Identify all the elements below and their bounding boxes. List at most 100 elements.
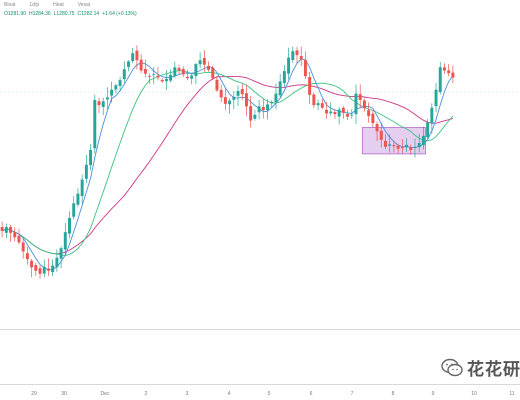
candle-body xyxy=(59,248,63,259)
candle-body xyxy=(371,113,375,124)
candle-body xyxy=(421,135,425,146)
candle-body xyxy=(434,89,438,107)
watermark: 花花研 xyxy=(441,355,520,380)
x-tick-label: 8 xyxy=(392,391,395,397)
x-tick-label: 6 xyxy=(310,391,313,397)
candle-body xyxy=(244,93,248,107)
candle-body xyxy=(34,265,38,271)
candle-body xyxy=(110,89,114,96)
candle-body xyxy=(312,94,316,106)
watermark-text: 花花研 xyxy=(467,360,520,380)
candle-body xyxy=(232,96,236,100)
candle-body xyxy=(261,106,265,111)
candle-body xyxy=(152,74,156,76)
candle-body xyxy=(367,110,371,117)
candle-body xyxy=(190,75,194,79)
candle-body xyxy=(320,103,324,108)
candle-body xyxy=(295,50,299,56)
candle-body xyxy=(211,67,215,79)
pane-divider xyxy=(0,329,520,330)
candle-body xyxy=(451,72,455,78)
x-tick-label: 10 xyxy=(471,391,477,397)
x-tick-label: 9 xyxy=(432,391,435,397)
candle-body xyxy=(164,78,168,82)
x-tick-label: 5 xyxy=(268,391,271,397)
candle-body xyxy=(202,57,206,65)
candle-body xyxy=(325,109,328,114)
candle-body xyxy=(181,68,185,75)
toolbar-item-2[interactable]: Heat xyxy=(53,1,64,8)
candle-body xyxy=(375,124,379,132)
x-tick-label: 4 xyxy=(228,391,231,397)
x-tick-label: Dec xyxy=(101,391,110,397)
candle-body xyxy=(442,67,446,71)
candle-body xyxy=(396,145,400,149)
x-tick-label: 29 xyxy=(31,391,37,397)
candle-body xyxy=(228,100,232,105)
candle-body xyxy=(438,67,442,93)
candle-body xyxy=(122,69,126,80)
candle-body xyxy=(388,144,392,146)
candle-body xyxy=(84,164,88,179)
candle-body xyxy=(409,147,413,151)
candle-body xyxy=(63,232,67,250)
candle-body xyxy=(101,101,105,108)
candle-body xyxy=(384,140,387,147)
candle-body xyxy=(173,67,177,77)
candle-body xyxy=(148,76,152,77)
x-tick-label: 11 xyxy=(509,391,514,397)
candle-body xyxy=(72,203,76,217)
candle-body xyxy=(299,56,303,60)
wechat-icon xyxy=(441,358,463,378)
candle-body xyxy=(118,80,122,86)
candle-body xyxy=(46,268,50,271)
candle-body xyxy=(400,147,404,148)
candle-body xyxy=(358,94,362,100)
candle-body xyxy=(9,227,13,233)
ma-mid-line xyxy=(1,70,454,256)
candle-body xyxy=(114,85,118,90)
candle-body xyxy=(21,242,25,252)
candle-body xyxy=(194,64,198,77)
candle-body xyxy=(291,51,295,61)
candle-body xyxy=(139,59,143,71)
toolbar-item-3[interactable]: Vesat xyxy=(77,1,91,8)
ohlc-high: H1284.36 xyxy=(28,11,51,17)
candle-body xyxy=(379,130,383,140)
candle-body xyxy=(253,114,257,119)
candle-body xyxy=(350,114,354,116)
candle-body xyxy=(417,142,421,148)
candle-body xyxy=(156,75,160,78)
candle-body xyxy=(80,179,84,196)
candle-body xyxy=(42,266,46,274)
toolbar-item-1[interactable]: 1d/p xyxy=(29,1,40,8)
candle-body xyxy=(89,150,93,166)
candle-body xyxy=(266,104,269,111)
candle-body xyxy=(426,122,430,138)
candle-body xyxy=(68,218,71,234)
candle-body xyxy=(135,50,139,61)
candle-body xyxy=(270,101,274,104)
candle-body xyxy=(131,53,135,62)
chart-toolbar: Bloat 1d/p Heat Vesat xyxy=(0,0,520,9)
x-tick-label: 2 xyxy=(145,391,148,397)
candle-body xyxy=(51,265,55,273)
candle-body xyxy=(405,144,409,148)
candle-body xyxy=(354,93,358,115)
candle-body xyxy=(207,65,211,70)
candle-body xyxy=(76,193,80,205)
candle-body xyxy=(303,60,307,77)
candle-body xyxy=(25,253,29,260)
candle-body xyxy=(282,71,286,83)
toolbar-item-0[interactable]: Bloat xyxy=(4,1,16,8)
ohlc-change: +1.64 (+0.13%) xyxy=(102,11,137,17)
candle-body xyxy=(219,89,223,98)
candle-body xyxy=(392,145,396,147)
ohlc-open: O1281.90 xyxy=(4,11,26,17)
candle-body xyxy=(215,79,219,91)
candle-body xyxy=(169,74,173,81)
candle-body xyxy=(333,112,337,115)
ma-slow-line xyxy=(1,76,454,255)
candle-body xyxy=(430,107,434,124)
